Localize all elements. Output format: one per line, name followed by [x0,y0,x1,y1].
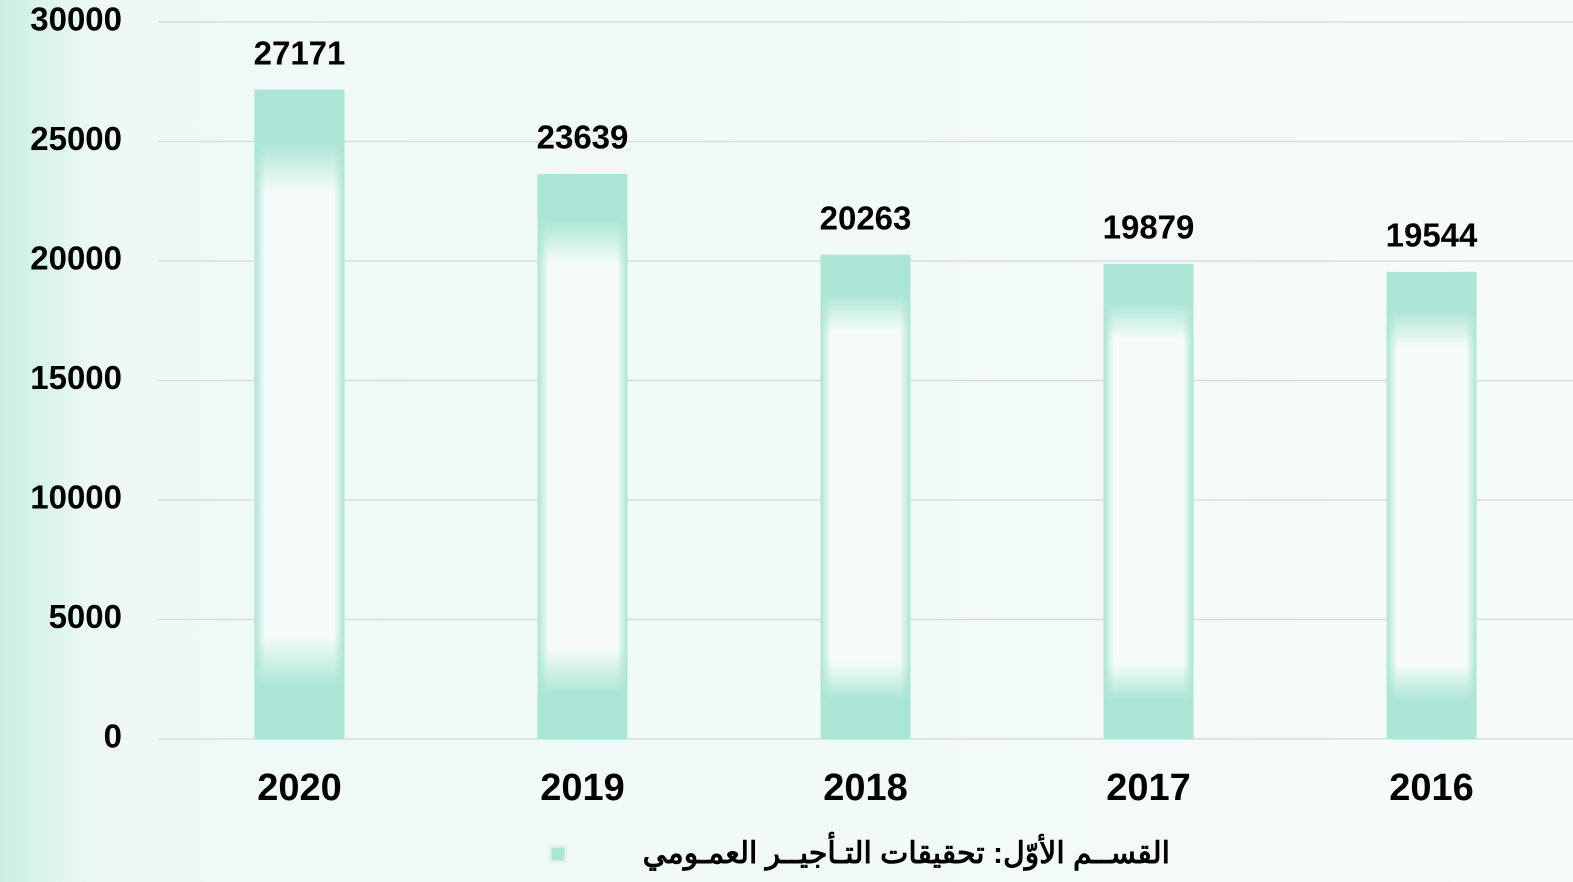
y-tick-label: 25000 [30,120,122,157]
bar-edge [1386,271,1477,739]
bar-edge [820,254,911,739]
x-tick-label: 2017 [1106,767,1191,809]
value-label: 19544 [1386,217,1478,254]
x-tick-label: 2018 [823,767,908,809]
value-label: 20263 [820,199,912,236]
y-tick-label: 20000 [30,240,122,277]
x-tick-label: 2019 [540,767,625,809]
y-tick-label: 10000 [30,479,122,516]
bar-edge [254,89,345,739]
value-label: 23639 [537,119,629,156]
bar-edge [1103,263,1194,739]
bar-edge [537,174,628,739]
y-tick-label: 15000 [30,359,122,396]
y-tick-label: 30000 [30,1,122,38]
x-tick-label: 2016 [1389,767,1474,809]
y-tick-label: 0 [104,718,122,755]
legend-swatch [548,844,568,864]
value-label: 19879 [1103,209,1195,246]
y-tick-label: 5000 [49,598,122,635]
x-tick-label: 2020 [257,767,342,809]
value-label: 27171 [254,34,346,71]
legend-label: القســم الأوّل: تحقيقات التـأجيــر العمـ… [643,831,1170,871]
